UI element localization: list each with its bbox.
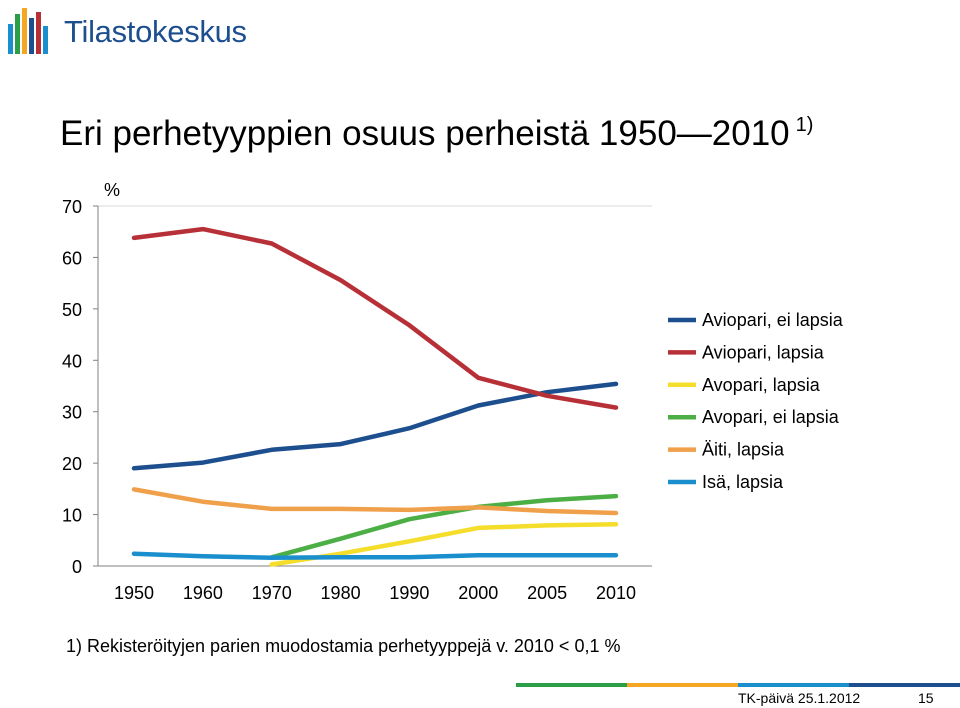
x-tick-label: 1950 — [114, 583, 154, 603]
y-axis-label: % — [104, 180, 120, 200]
series-line — [131, 487, 619, 516]
logo: Tilastokeskus — [6, 6, 256, 58]
x-tick-label: 1990 — [389, 583, 429, 603]
footnote: 1) Rekisteröityjen parien muodostamia pe… — [66, 636, 621, 656]
footer-color-bar — [516, 683, 960, 687]
x-tick-label: 1960 — [183, 583, 223, 603]
line-chart: 0 10 20 30 40 50 60 70% 1950 1960 1970 1980 1990 2000… — [62, 180, 844, 603]
legend-label: Avopari, lapsia — [702, 375, 821, 395]
x-tick-label: 2000 — [458, 583, 498, 603]
y-tick-label: 10 — [62, 506, 82, 526]
footer-bar-segment — [849, 683, 960, 687]
y-tick-label: 0 — [72, 557, 82, 577]
y-tick-label: 70 — [62, 197, 82, 217]
footer-bar-segment — [738, 683, 849, 687]
legend-label: Isä, lapsia — [702, 472, 784, 492]
y-tick-label: 20 — [62, 454, 82, 474]
series-line — [269, 493, 619, 560]
page-number: 15 — [918, 690, 934, 706]
footer-text: TK-päivä 25.1.2012 — [738, 690, 861, 706]
x-tick-label: 1970 — [252, 583, 292, 603]
logo-text: Tilastokeskus — [64, 14, 247, 49]
series-line — [131, 226, 619, 410]
x-tick-label: 2010 — [596, 583, 636, 603]
legend-label: Aviopari, ei lapsia — [702, 310, 844, 330]
x-tick-label: 2005 — [527, 583, 567, 603]
title-text: Eri perhetyyppien osuus perheistä 1950—2… — [60, 114, 790, 153]
series-line — [131, 551, 619, 561]
logo-mark-icon — [8, 8, 48, 54]
footer-bar-segment — [627, 683, 738, 687]
y-tick-label: 60 — [62, 248, 82, 268]
legend-label: Äiti, lapsia — [702, 440, 785, 460]
footer-bar-segment — [516, 683, 627, 687]
page-title: Eri perhetyyppien osuus perheistä 1950—2… — [60, 114, 813, 154]
x-tick-label: 1980 — [321, 583, 361, 603]
y-tick-label: 50 — [62, 300, 82, 320]
y-tick-label: 40 — [62, 351, 82, 371]
title-footnote-marker: 1) — [795, 114, 814, 136]
legend-label: Aviopari, lapsia — [702, 342, 825, 362]
legend-label: Avopari, ei lapsia — [702, 407, 840, 427]
y-tick-label: 30 — [62, 403, 82, 423]
